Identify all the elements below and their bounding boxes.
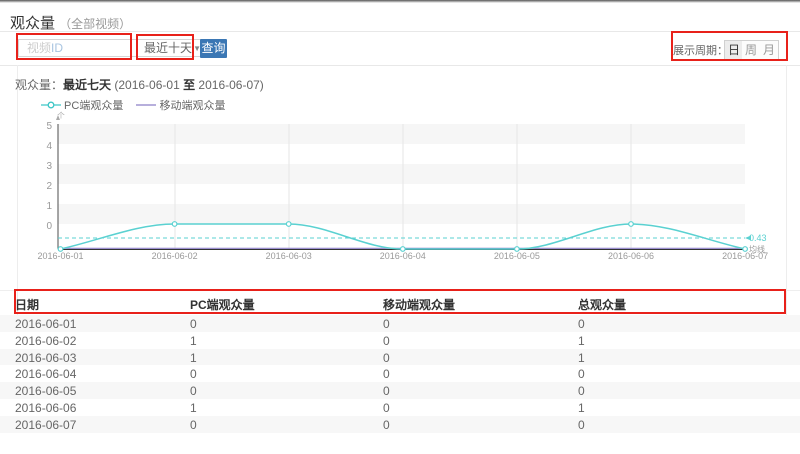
svg-text:2016-06-03: 2016-06-03: [266, 251, 312, 261]
svg-text:2016-06-04: 2016-06-04: [380, 251, 426, 261]
svg-text:4: 4: [46, 141, 52, 152]
svg-text:1: 1: [46, 201, 52, 212]
svg-text:2016-06-02: 2016-06-02: [152, 251, 198, 261]
svg-text:2016-06-01: 2016-06-01: [37, 251, 83, 261]
svg-text:3: 3: [46, 161, 52, 172]
svg-text:0.43: 0.43: [749, 233, 767, 243]
svg-text:2: 2: [46, 181, 52, 192]
svg-text:0: 0: [46, 221, 52, 232]
svg-text:2016-06-07: 2016-06-07: [722, 251, 768, 261]
svg-text:5: 5: [46, 121, 52, 132]
svg-text:2016-06-05: 2016-06-05: [494, 251, 540, 261]
svg-text:2016-06-06: 2016-06-06: [608, 251, 654, 261]
